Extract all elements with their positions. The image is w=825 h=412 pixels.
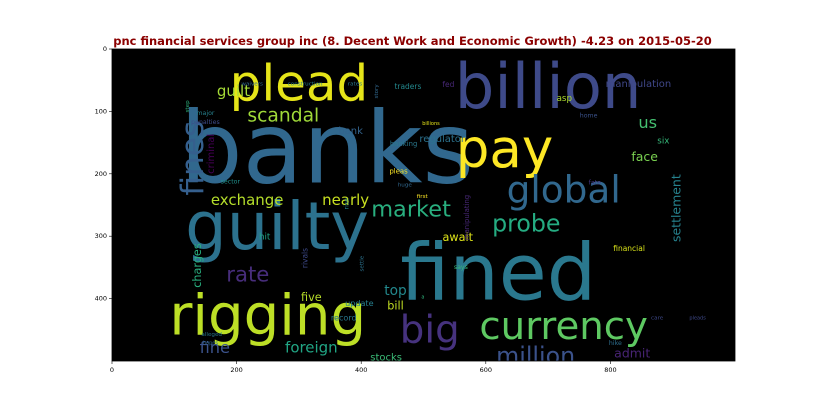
word-fines: fines xyxy=(175,121,211,196)
word-banking: banking xyxy=(390,140,418,148)
word-record: record xyxy=(331,312,357,322)
word-global: global xyxy=(507,167,621,211)
word-hike: hike xyxy=(609,340,622,347)
word-six: six xyxy=(657,136,669,146)
word-hit: hit xyxy=(259,232,271,242)
word-million: million xyxy=(496,342,575,370)
word-manipulating: manipulating xyxy=(463,195,471,240)
x-axis: 0 200 400 600 800 xyxy=(110,361,617,374)
word-a: a xyxy=(421,294,424,300)
x-tick-label: 0 xyxy=(110,366,114,374)
y-tick-label: 400 xyxy=(95,295,107,303)
word-settlement: settlement xyxy=(668,174,683,242)
word-fine: fine xyxy=(200,338,230,357)
word-probe: probe xyxy=(492,210,560,238)
word-rivals: rivals xyxy=(301,248,310,268)
y-tick-label: 200 xyxy=(95,170,107,178)
word-care: care xyxy=(651,316,664,322)
word-plead: plead xyxy=(230,54,369,112)
word-nearly: nearly xyxy=(322,191,369,209)
word-alleged: alleged xyxy=(201,332,222,338)
word-five: five xyxy=(301,291,322,304)
word-guilty: guilty xyxy=(185,189,369,265)
word-criminal: criminal xyxy=(206,134,217,174)
word-rate: rate xyxy=(226,262,269,287)
word-bill: bill xyxy=(387,300,403,313)
word-hopes: hopes xyxy=(203,341,218,347)
word-face: face xyxy=(631,149,658,164)
word-manipulation: manipulation xyxy=(606,79,672,90)
word-pay: pay xyxy=(456,118,554,180)
word-financial: financial xyxy=(613,244,645,253)
word-big: big xyxy=(400,307,460,352)
word-top: top xyxy=(384,283,406,299)
word-rigging: rigging xyxy=(169,284,366,349)
word-layer: banks fined billion guilty rigging plead pay cu… xyxy=(169,50,706,370)
word-rise: rise xyxy=(343,198,350,210)
x-tick-label: 400 xyxy=(355,366,367,374)
word-bank: bank xyxy=(338,126,363,137)
word-stocks: stocks xyxy=(370,352,402,363)
word-regulator: regulator xyxy=(419,134,466,145)
word-us: us xyxy=(638,113,657,132)
word-traders: traders xyxy=(394,82,421,91)
word-huge: huge xyxy=(398,183,413,189)
y-tick-label: 0 xyxy=(103,45,107,53)
word-billion: billion xyxy=(455,50,642,123)
word-scandal: scandal xyxy=(247,105,319,126)
word-asp: asp xyxy=(557,94,573,104)
word-fined: fined xyxy=(400,229,596,319)
plot-frame xyxy=(111,48,736,362)
word-first: first xyxy=(417,194,429,200)
word-foreign: foreign xyxy=(285,338,338,356)
chart-title: pnc financial services group inc (8. Dec… xyxy=(113,34,712,48)
x-tick-label: 800 xyxy=(604,366,616,374)
y-tick-label: 100 xyxy=(95,107,107,115)
word-charges: charges xyxy=(191,243,204,288)
word-rates: rates xyxy=(348,82,362,88)
word-pleas: pleas xyxy=(389,167,408,175)
y-tick-label: 300 xyxy=(95,232,107,240)
word-market: market xyxy=(371,196,451,222)
word-update: update xyxy=(345,298,374,308)
word-exchange: exchange xyxy=(211,191,284,209)
word-waivers: waivers xyxy=(241,82,263,88)
word-guilt: guilt xyxy=(217,82,250,100)
word-says: says xyxy=(454,264,468,271)
word-sector: sector xyxy=(221,178,241,185)
x-tick-label: 600 xyxy=(480,366,492,374)
word-home: home xyxy=(580,112,598,119)
word-pleads: pleads xyxy=(689,316,706,322)
word-billions: billions xyxy=(422,121,440,127)
word-fed: fed xyxy=(442,80,454,89)
x-tick-label: 200 xyxy=(230,366,242,374)
word-construction: construction xyxy=(288,82,323,88)
word-major: major xyxy=(196,110,214,117)
word-fate: fate xyxy=(589,180,601,187)
word-penalties: penalties xyxy=(191,119,220,126)
word-admit: admit xyxy=(614,345,650,360)
word-settle: settle xyxy=(359,255,365,271)
plot-background xyxy=(112,49,735,361)
y-axis: 0 100 200 300 400 xyxy=(95,45,112,303)
word-story: story xyxy=(374,84,380,99)
word-step: step xyxy=(185,100,191,113)
word-await: await xyxy=(443,231,474,244)
word-currency: currency xyxy=(479,304,648,349)
word-banks: banks xyxy=(180,91,474,206)
